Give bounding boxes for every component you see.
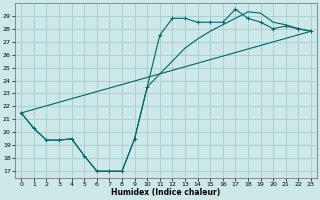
X-axis label: Humidex (Indice chaleur): Humidex (Indice chaleur) xyxy=(111,188,221,197)
